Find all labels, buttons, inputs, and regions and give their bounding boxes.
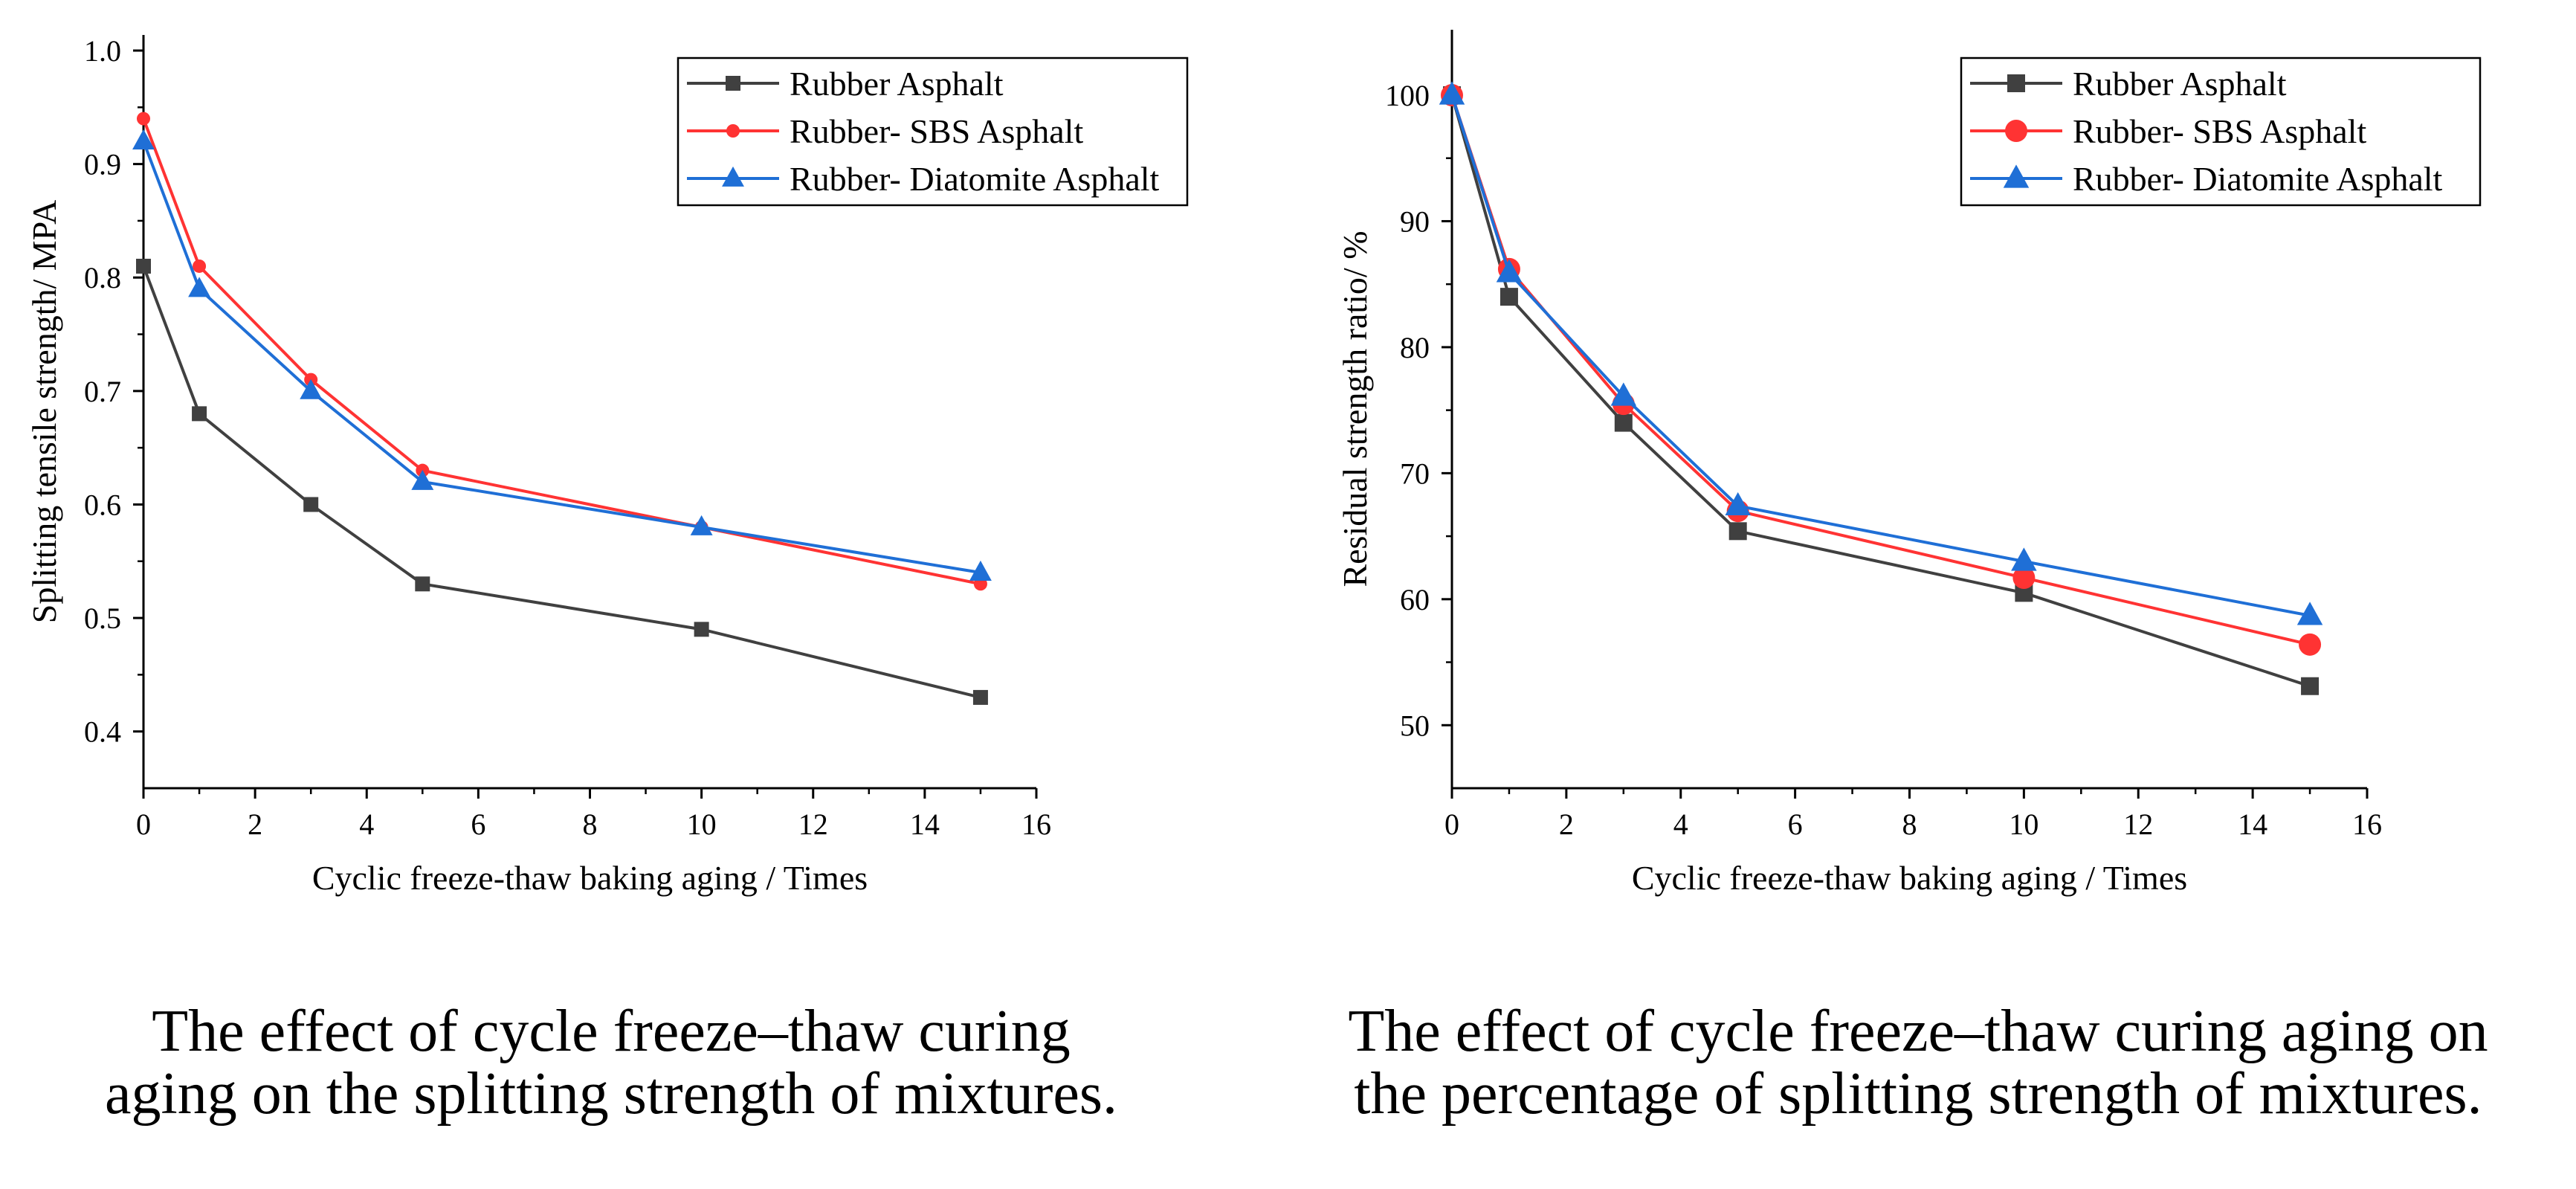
caption-line: aging on the splitting strength of mixtu… <box>105 1061 1117 1127</box>
x-tick-label: 0 <box>1444 808 1459 841</box>
legend-label: Rubber- Diatomite Asphalt <box>790 160 1160 198</box>
x-axis-title: Cyclic freeze-thaw baking aging / Times <box>1632 859 2187 897</box>
data-point <box>1728 522 1747 541</box>
right-chart: 0 2 4 6 8 10 12 14 16 50 60 70 80 90 100 Cyclic freeze-… <box>1336 30 2488 1127</box>
x-tick-label: 16 <box>1021 808 1051 841</box>
data-point <box>411 469 434 490</box>
legend-label: Rubber Asphalt <box>2073 65 2287 103</box>
x-tick-label: 16 <box>2352 808 2382 841</box>
legend-label: Rubber- SBS Asphalt <box>790 112 1083 150</box>
x-tick-label: 10 <box>687 808 717 841</box>
series-line <box>142 265 981 699</box>
legend-label: Rubber- Diatomite Asphalt <box>2073 160 2443 198</box>
x-tick-label: 12 <box>798 808 828 841</box>
x-axis-title: Cyclic freeze-thaw baking aging / Times <box>312 859 868 897</box>
y-tick-label: 0.8 <box>84 261 121 294</box>
data-point <box>415 576 430 592</box>
left-chart: 0 2 4 6 8 10 12 14 16 0.4 0.5 0.6 0.7 0.8 0.9 1.0 Cyclic… <box>25 34 1189 1127</box>
y-tick-label: 0.7 <box>84 375 121 408</box>
y-tick-label: 0.9 <box>84 148 121 181</box>
y-tick-label: 60 <box>1400 583 1430 616</box>
x-tick-label: 14 <box>910 808 940 841</box>
y-tick-label: 70 <box>1400 457 1430 490</box>
x-tick-label: 0 <box>136 808 151 841</box>
data-point <box>969 560 992 581</box>
data-point <box>1500 288 1518 306</box>
data-point <box>1725 492 1751 516</box>
data-point <box>300 378 323 399</box>
data-point <box>2301 677 2320 695</box>
data-point <box>694 622 709 637</box>
data-point <box>188 277 211 297</box>
legend-marker <box>726 76 740 91</box>
y-tick-label: 0.6 <box>84 488 121 521</box>
data-point <box>193 259 207 273</box>
caption-line: the percentage of splitting strength of … <box>1354 1061 2482 1127</box>
legend-marker <box>2005 120 2027 142</box>
legend-marker <box>726 124 740 138</box>
data-point <box>2012 567 2036 590</box>
data-point <box>137 112 150 126</box>
x-tick-label: 10 <box>2009 808 2038 841</box>
data-point <box>303 497 319 512</box>
x-tick-label: 8 <box>583 808 598 841</box>
x-tick-label: 4 <box>1673 808 1688 841</box>
legend-label: Rubber- SBS Asphalt <box>2073 112 2366 150</box>
y-tick-label: 80 <box>1400 331 1430 364</box>
data-point <box>132 129 155 150</box>
y-axis-title: Splitting tensile strength/ MPA <box>25 200 63 624</box>
data-point <box>136 258 151 274</box>
data-point <box>2011 547 2037 571</box>
legend-marker <box>722 166 744 187</box>
caption-line: The effect of cycle freeze–thaw curing <box>152 999 1071 1064</box>
data-point <box>690 515 713 535</box>
legend-marker <box>2007 74 2025 92</box>
data-point <box>2299 633 2322 656</box>
series-line <box>142 117 981 586</box>
x-tick-label: 6 <box>471 808 485 841</box>
legend-label: Rubber Asphalt <box>790 65 1004 103</box>
data-point <box>192 406 207 422</box>
x-tick-label: 2 <box>248 808 262 841</box>
x-tick-label: 12 <box>2123 808 2153 841</box>
data-point <box>2296 602 2323 625</box>
data-point <box>1614 413 1633 432</box>
data-point <box>1496 259 1523 283</box>
data-point <box>972 689 988 705</box>
series-line <box>1450 94 2311 688</box>
x-tick-label: 6 <box>1788 808 1803 841</box>
y-tick-label: 0.4 <box>84 715 121 749</box>
x-tick-label: 4 <box>359 808 374 841</box>
caption-line: The effect of cycle freeze–thaw curing a… <box>1348 999 2488 1064</box>
x-tick-label: 2 <box>1559 808 1574 841</box>
y-tick-label: 1.0 <box>84 34 121 68</box>
y-tick-label: 0.5 <box>84 602 121 635</box>
y-tick-label: 90 <box>1400 204 1430 238</box>
legend-marker <box>2003 164 2030 188</box>
x-tick-label: 14 <box>2238 808 2267 841</box>
x-tick-label: 8 <box>1902 808 1917 841</box>
y-tick-label: 50 <box>1400 709 1430 742</box>
series-line <box>142 141 981 575</box>
y-tick-label: 100 <box>1385 79 1430 112</box>
y-axis-title: Residual strength ratio/ % <box>1336 231 1374 587</box>
data-point <box>1439 81 1465 105</box>
data-point <box>1610 382 1637 406</box>
series-line <box>1450 94 2311 617</box>
